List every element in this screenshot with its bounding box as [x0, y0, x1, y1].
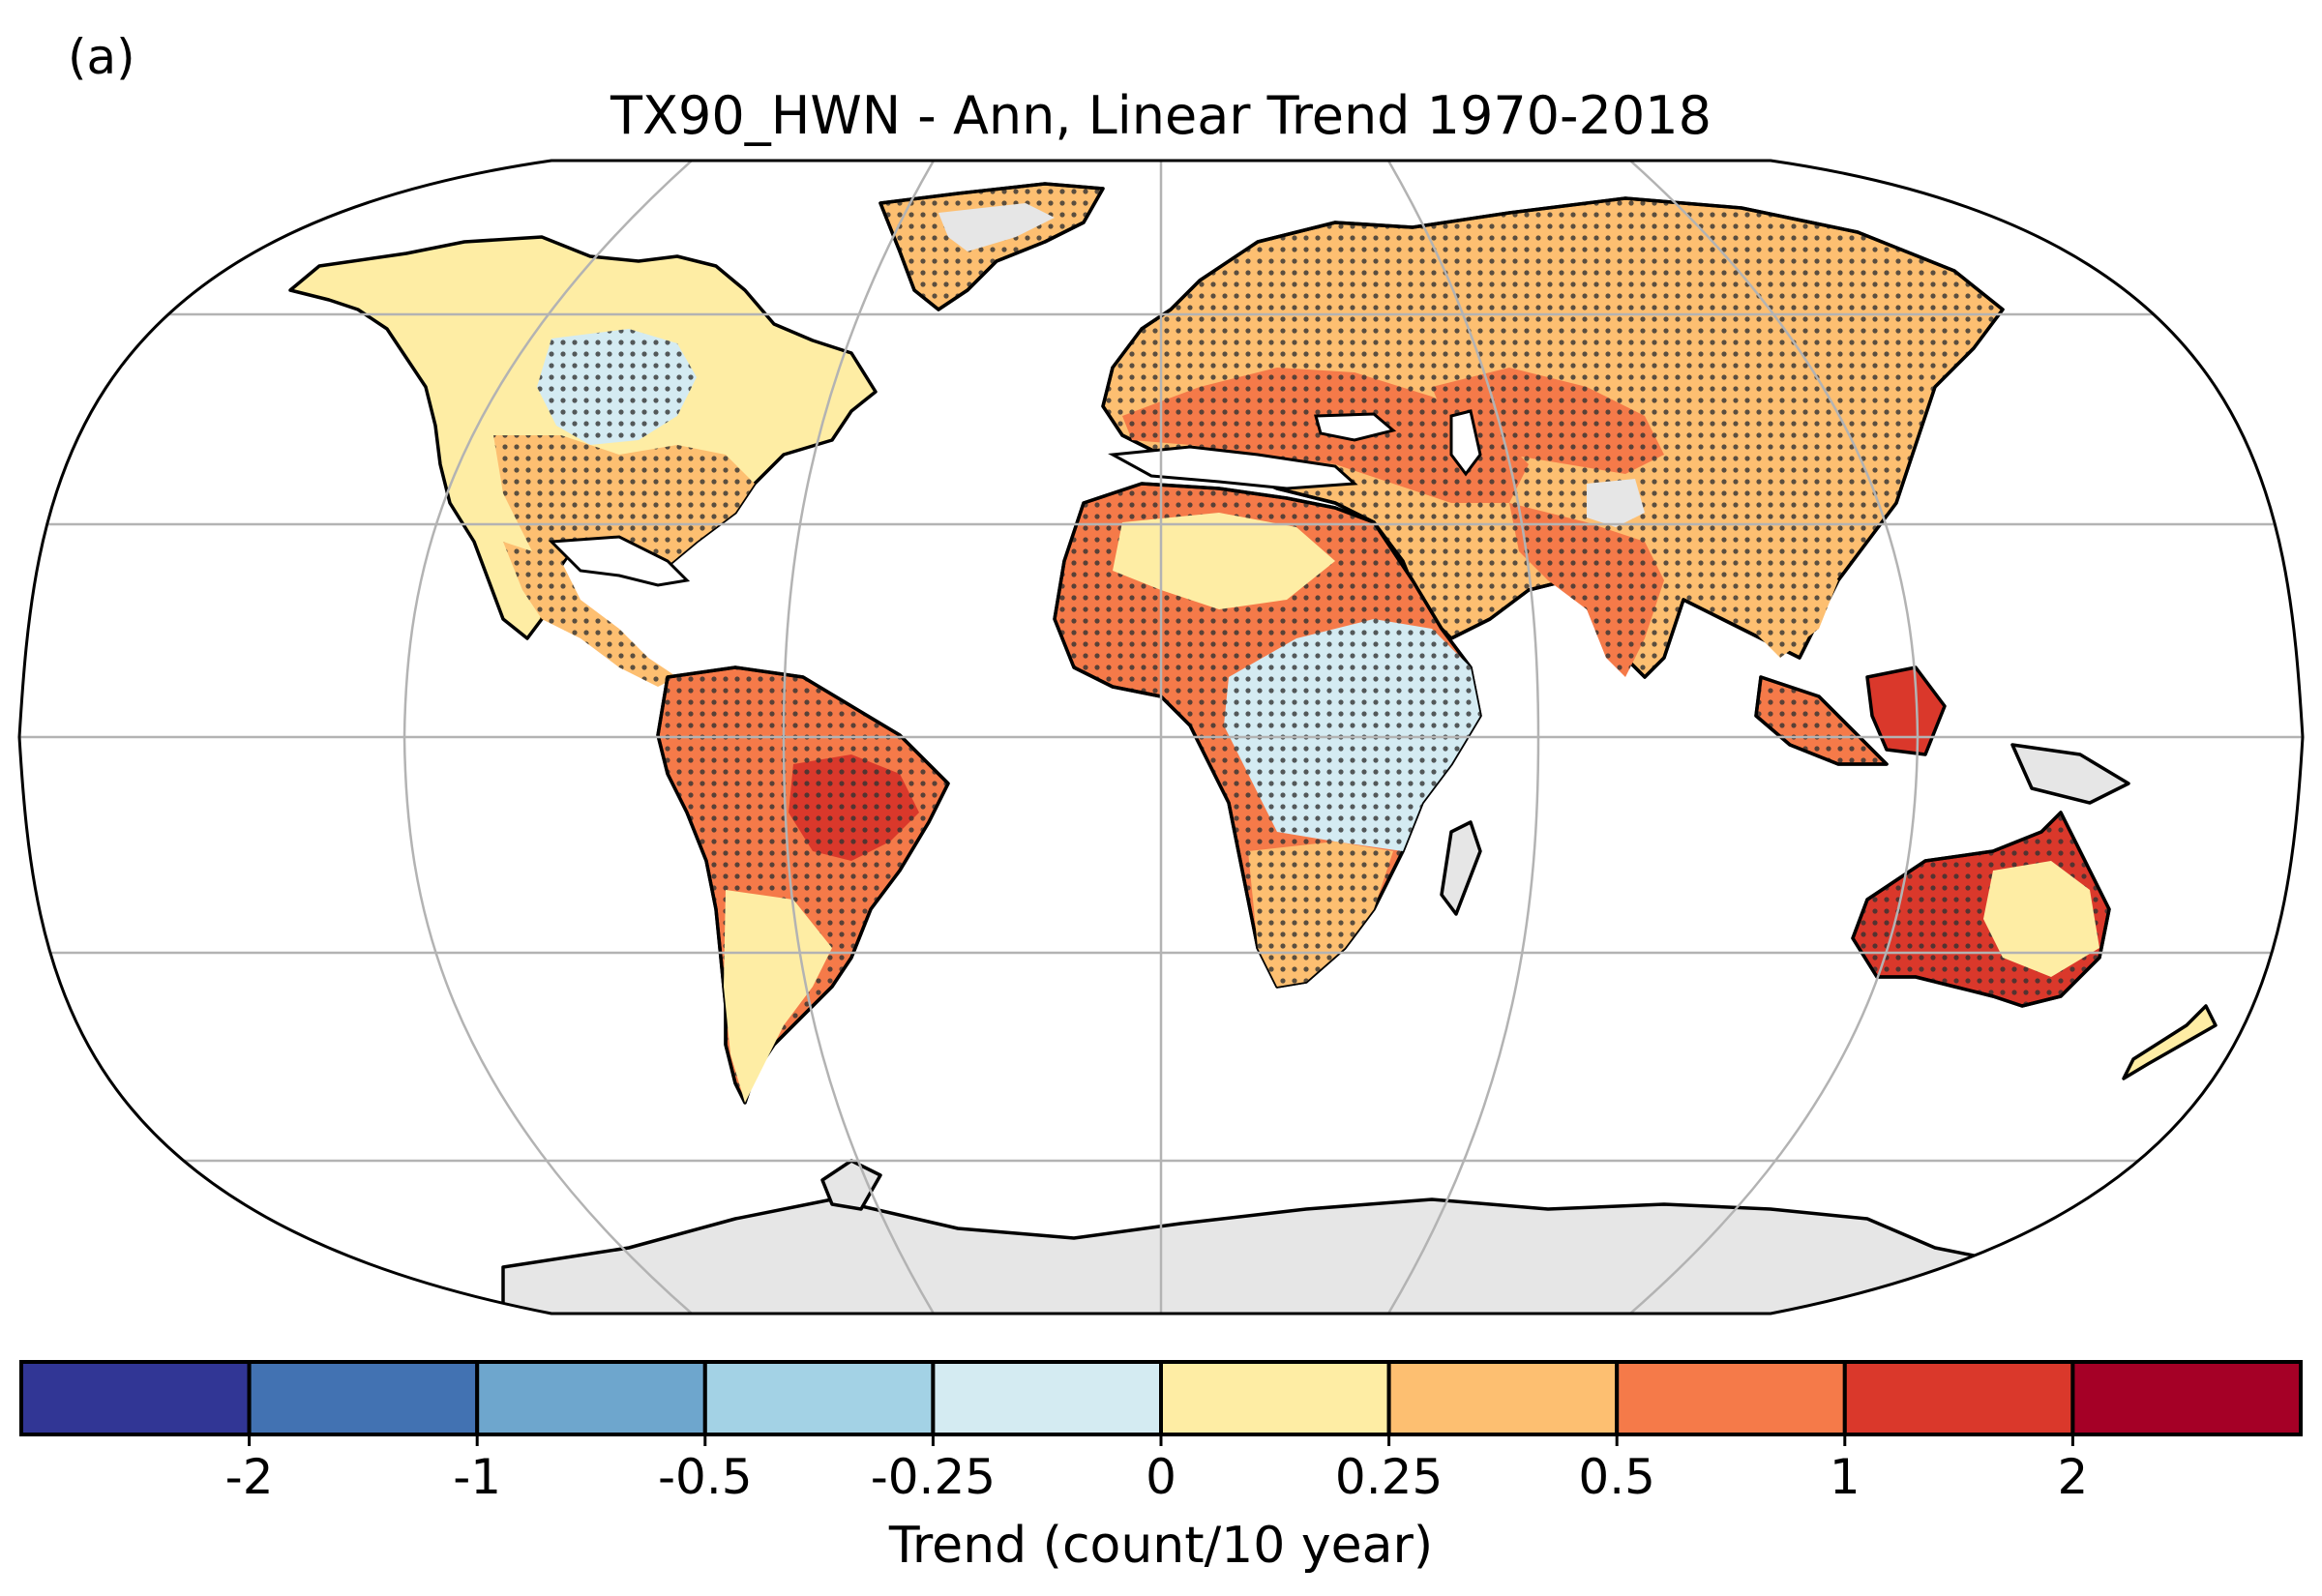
stippling [789, 754, 919, 861]
stippling [503, 542, 677, 687]
panel-label: (a) [68, 29, 135, 85]
colorbar-tick-label: -1 [453, 1449, 502, 1505]
colorbar-tick-label: -2 [224, 1449, 274, 1505]
stippling [1754, 675, 1889, 766]
sahel-hot [1113, 513, 1335, 609]
colorbar-tick-label: 0.25 [1334, 1449, 1444, 1505]
colorbar-label: Trend (count/10 year) [888, 1517, 1434, 1575]
graticule [19, 161, 2303, 1314]
greenland-interior [938, 203, 1055, 251]
colorbar-bin [1615, 1360, 1847, 1436]
antarctica [501, 1197, 2034, 1314]
colorbar-tick-label: 2 [2057, 1449, 2089, 1505]
colorbar-tick-label: 0.5 [1578, 1449, 1655, 1505]
colorbar-bin [1842, 1360, 2075, 1436]
colorbar-bin [1159, 1360, 1391, 1436]
stippling [1509, 503, 1664, 677]
new-zealand [2122, 1004, 2218, 1080]
gulf-of-mexico [548, 535, 691, 587]
stippling [537, 329, 697, 445]
globe-frame [17, 159, 2305, 1315]
colorbar-bin [19, 1360, 252, 1436]
colorbar-bin [931, 1360, 1164, 1436]
stippling [1224, 619, 1480, 851]
colorbar-bin [247, 1360, 480, 1436]
madagascar [1440, 820, 1482, 916]
mediterranean-sea [1108, 445, 1358, 490]
southern-south-america [724, 890, 832, 1103]
colorbar-tick-label: -0.25 [870, 1449, 997, 1505]
black-sea [1314, 412, 1397, 442]
colorbar-tick-label: -0.5 [658, 1449, 753, 1505]
stippling [1732, 542, 1838, 658]
eastern-australia [1983, 861, 2099, 977]
colorbar-tick-label: 1 [1829, 1449, 1861, 1505]
caspian-sea [1449, 409, 1482, 477]
colorbar [19, 1360, 2303, 1446]
colorbar-tick-label: 0 [1146, 1449, 1176, 1505]
borneo [1865, 665, 1947, 756]
stippling [1248, 842, 1393, 987]
colorbar-bin [2070, 1360, 2303, 1436]
colorbar-bin [1386, 1360, 1620, 1436]
tibetan-plateau [1587, 479, 1645, 527]
map-title: TX90_HWN - Ann, Linear Trend 1970-2018 [610, 85, 1712, 146]
colorbar-bin [475, 1360, 707, 1436]
colorbar-bin [702, 1360, 936, 1436]
new-guinea [2010, 743, 2130, 805]
